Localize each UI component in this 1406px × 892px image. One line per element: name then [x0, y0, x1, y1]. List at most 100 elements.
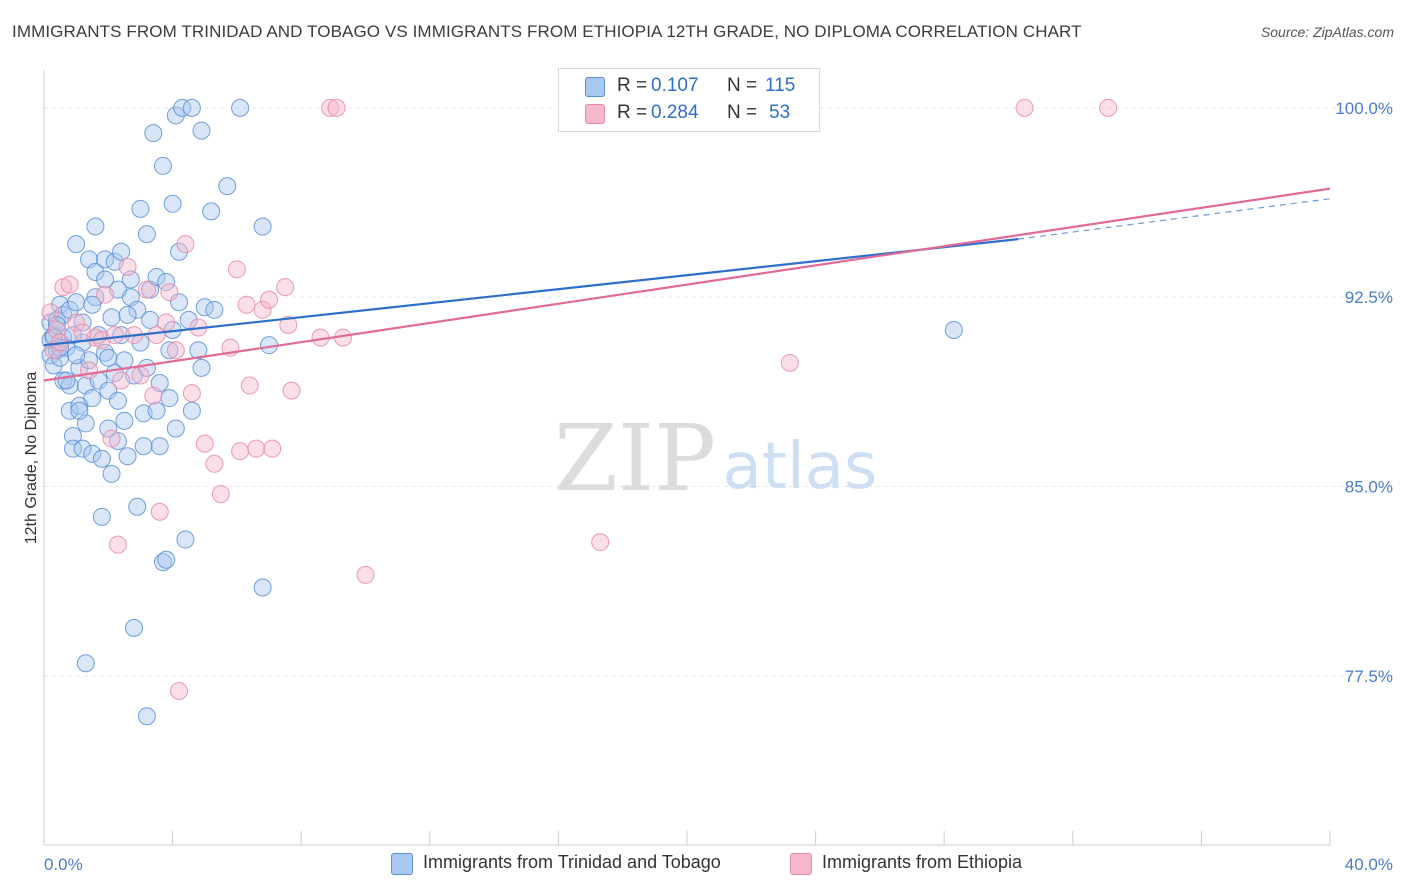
data-point-ethiopia — [157, 313, 176, 332]
data-point-ethiopia — [108, 535, 127, 554]
data-point-trinidad — [92, 507, 111, 526]
data-point-trinidad — [99, 381, 118, 400]
data-point-trinidad — [63, 439, 82, 458]
data-point-trinidad — [73, 313, 92, 332]
data-point-trinidad — [192, 358, 211, 377]
data-point-trinidad — [96, 270, 115, 289]
data-point-ethiopia — [96, 285, 115, 304]
data-point-trinidad — [73, 439, 92, 458]
data-point-ethiopia — [237, 295, 256, 314]
data-point-trinidad — [83, 444, 102, 463]
data-point-trinidad — [86, 217, 105, 236]
legend-n-value: 53 — [769, 102, 791, 123]
data-point-ethiopia — [102, 429, 121, 448]
data-point-ethiopia — [60, 275, 79, 294]
data-point-trinidad — [128, 300, 147, 319]
data-point-trinidad — [141, 310, 160, 329]
bottom-legend-label-trinidad: Immigrants from Trinidad and Tobago — [423, 852, 721, 872]
legend-n-value: 115 — [765, 75, 796, 96]
data-point-trinidad — [137, 707, 156, 726]
data-point-trinidad — [102, 464, 121, 483]
data-point-trinidad — [86, 262, 105, 281]
data-point-trinidad — [99, 419, 118, 438]
legend-r-value: 0.284 — [651, 102, 699, 123]
data-point-ethiopia — [231, 442, 250, 461]
data-point-trinidad — [144, 124, 163, 143]
data-point-trinidad — [44, 356, 63, 375]
y-tick-label: 92.5% — [1345, 288, 1393, 307]
data-point-ethiopia — [131, 366, 150, 385]
data-point-trinidad — [157, 273, 176, 292]
data-point-ethiopia — [321, 98, 340, 117]
data-point-trinidad — [166, 419, 185, 438]
data-point-ethiopia — [144, 386, 163, 405]
data-point-trinidad — [83, 295, 102, 314]
data-point-trinidad — [160, 341, 179, 360]
data-point-ethiopia — [67, 313, 86, 332]
data-point-ethiopia — [253, 300, 272, 319]
data-point-ethiopia — [176, 235, 195, 254]
legend-r-label: R = — [617, 75, 648, 96]
trend-line-trinidad — [43, 238, 1019, 347]
y-tick-label: 77.5% — [1345, 667, 1393, 686]
data-point-trinidad — [125, 618, 144, 637]
data-point-trinidad — [192, 121, 211, 140]
data-point-trinidad — [253, 217, 272, 236]
data-point-ethiopia — [282, 381, 301, 400]
data-point-trinidad — [115, 351, 134, 370]
data-point-ethiopia — [240, 376, 259, 395]
data-point-trinidad — [253, 578, 272, 597]
data-point-trinidad — [153, 156, 172, 175]
data-point-ethiopia — [105, 326, 124, 345]
data-point-trinidad — [118, 305, 137, 324]
legend-box: R = 0.107 N = 115 R = 0.284 N = 53 — [558, 68, 820, 132]
data-point-ethiopia — [263, 439, 282, 458]
data-point-trinidad — [57, 371, 76, 390]
series-trinidad-points — [41, 98, 963, 726]
legend-r-label: R = — [617, 102, 648, 123]
legend-n-label: N = — [727, 102, 758, 123]
trend-lines — [43, 187, 1331, 382]
data-point-trinidad — [147, 401, 166, 420]
data-point-trinidad — [115, 411, 134, 430]
data-point-trinidad — [99, 348, 118, 367]
data-point-ethiopia — [276, 278, 295, 297]
data-point-ethiopia — [205, 454, 224, 473]
data-point-trinidad — [137, 225, 156, 244]
data-point-trinidad — [182, 401, 201, 420]
watermark-atlas: atlas — [723, 430, 878, 504]
data-point-trinidad — [51, 348, 70, 367]
y-tick-labels: 77.5% 85.0% 92.5% 100.0% — [1335, 99, 1393, 686]
watermark: ZIP atlas — [554, 405, 877, 512]
data-point-ethiopia — [591, 533, 610, 552]
data-point-ethiopia — [260, 290, 279, 309]
data-point-trinidad — [83, 389, 102, 408]
data-point-trinidad — [160, 389, 179, 408]
data-point-trinidad — [170, 242, 189, 261]
data-point-trinidad — [189, 341, 208, 360]
data-point-trinidad — [176, 530, 195, 549]
data-point-ethiopia — [41, 303, 60, 322]
data-point-trinidad — [51, 295, 70, 314]
data-point-trinidad — [131, 199, 150, 218]
data-point-ethiopia — [279, 315, 298, 334]
data-point-trinidad — [76, 654, 95, 673]
x-tick-label: 40.0% — [1345, 855, 1393, 874]
data-point-trinidad — [102, 308, 121, 327]
data-point-trinidad — [60, 401, 79, 420]
data-point-trinidad — [128, 497, 147, 516]
data-point-trinidad — [63, 427, 82, 446]
data-point-trinidad — [166, 106, 185, 125]
data-point-ethiopia — [118, 257, 137, 276]
data-point-ethiopia — [247, 439, 266, 458]
data-point-trinidad — [147, 268, 166, 287]
legend-swatch-blue — [585, 77, 605, 97]
data-point-trinidad — [231, 98, 250, 117]
chart-title: IMMIGRANTS FROM TRINIDAD AND TOBAGO VS I… — [12, 22, 1082, 41]
watermark-zip: ZIP — [554, 405, 716, 512]
data-point-ethiopia — [327, 98, 346, 117]
data-point-ethiopia — [1099, 98, 1118, 117]
data-point-ethiopia — [356, 565, 375, 584]
data-point-trinidad — [157, 550, 176, 569]
